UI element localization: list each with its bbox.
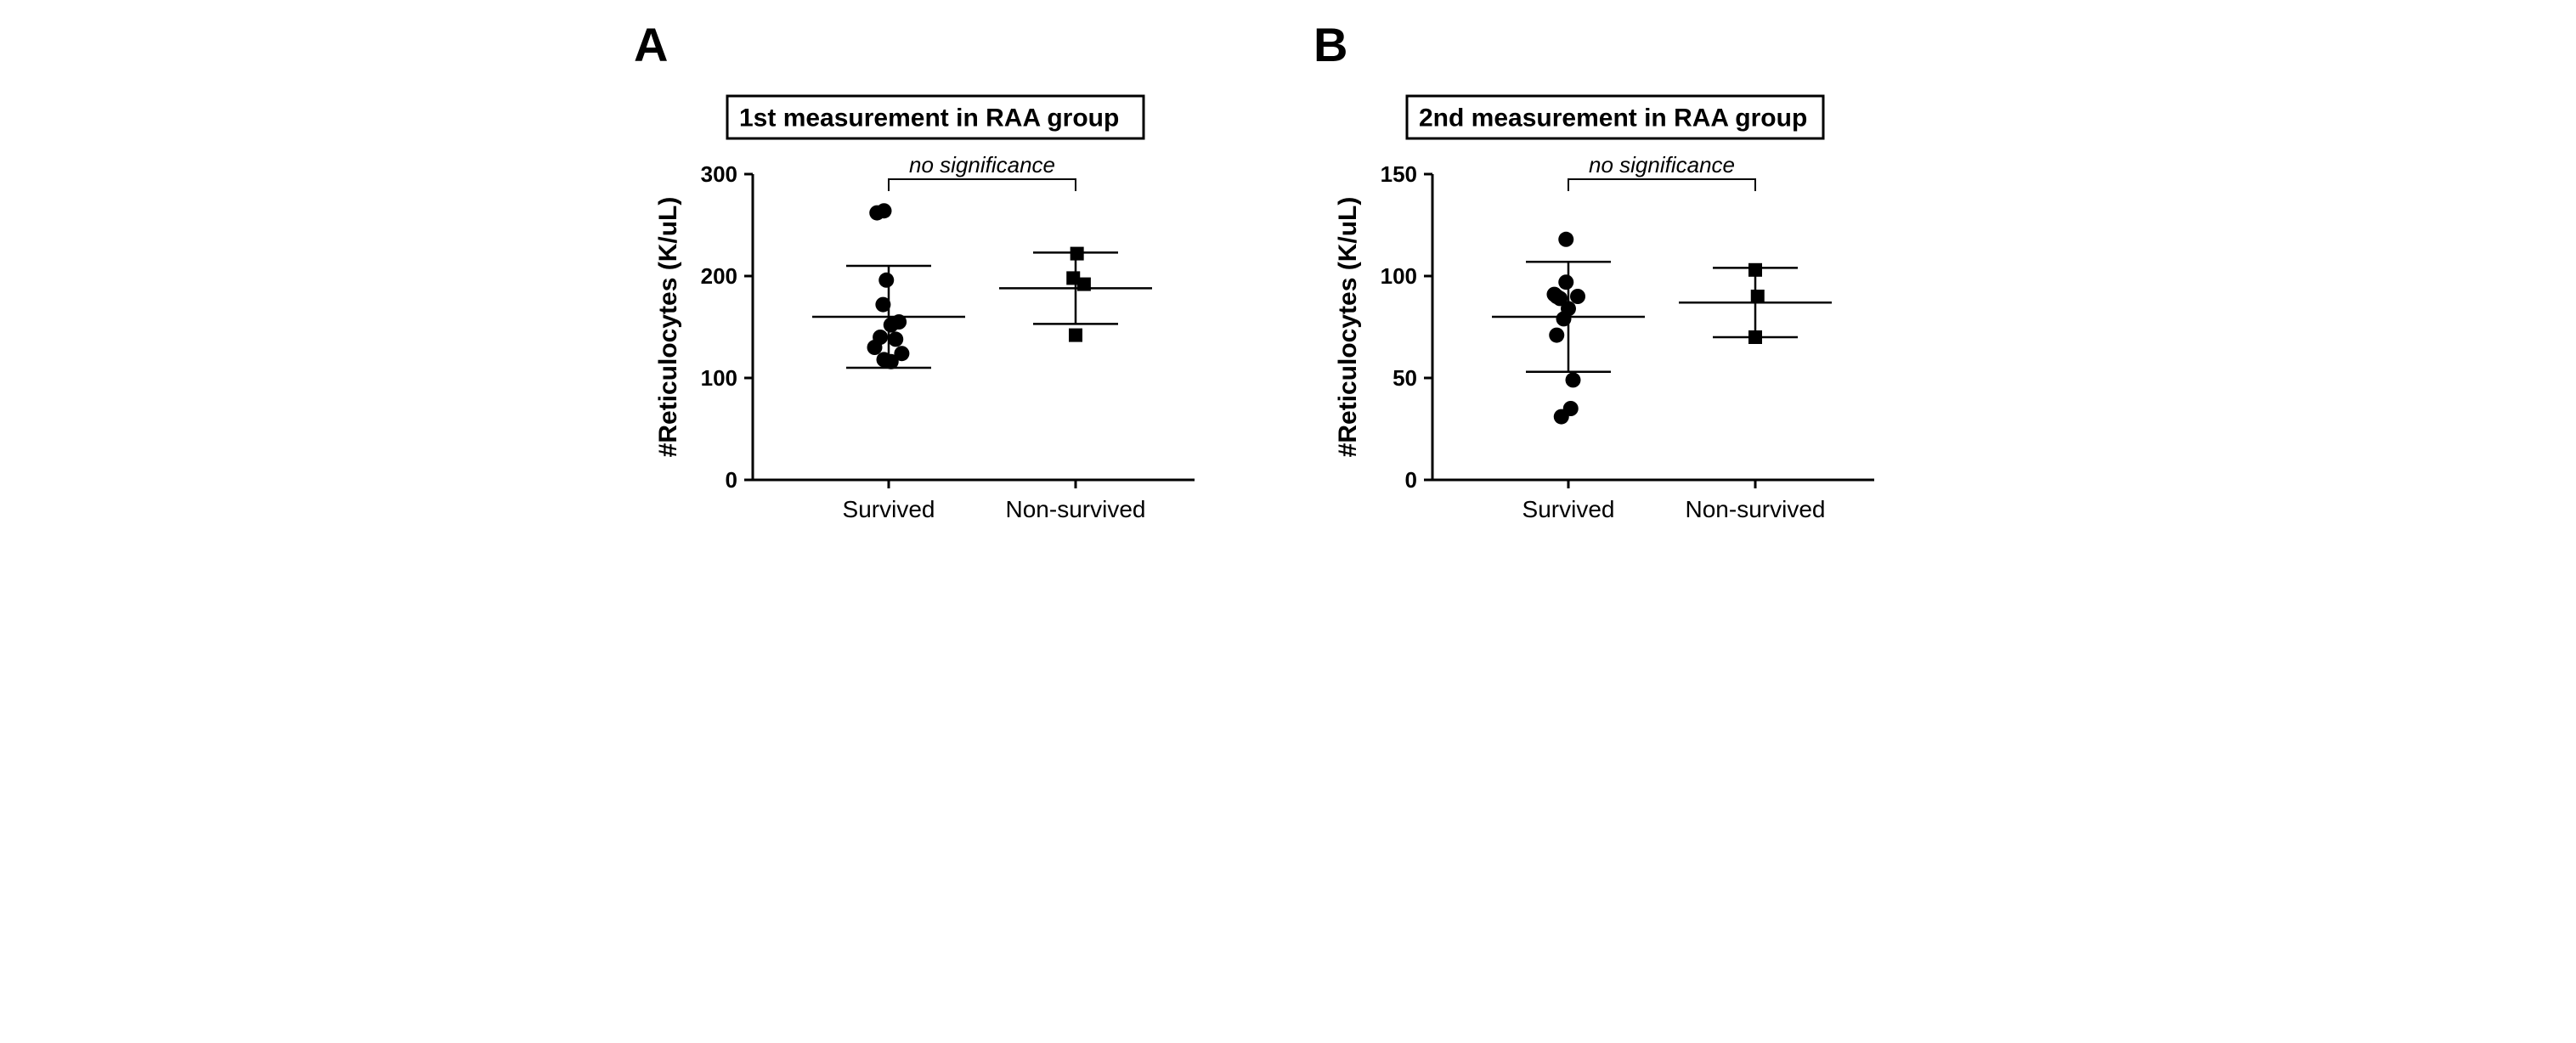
svg-text:#Reticulocytes (K/uL): #Reticulocytes (K/uL) [654,197,682,458]
svg-text:0: 0 [726,467,737,493]
svg-text:Survived: Survived [1522,496,1615,522]
panel-letter-a: A [634,17,668,72]
panel-b: B 2nd measurement in RAA group 0 50 100 150 #… [1313,17,1942,556]
svg-text:no significance: no significance [1589,152,1735,178]
svg-text:1st measurement in RAA group: 1st measurement in RAA group [739,104,1119,132]
chart-a: 1st measurement in RAA group 0 100 200 300 #R… [634,81,1263,556]
svg-text:50: 50 [1393,365,1417,391]
panel-letter-b: B [1313,17,1347,72]
figure-row: A 1st measurement in RAA group 0 100 200 300… [17,17,2559,556]
svg-text:Non-survived: Non-survived [1686,496,1826,522]
chart-b: 2nd measurement in RAA group 0 50 100 150 #Re… [1313,81,1942,556]
svg-text:Survived: Survived [843,496,935,522]
svg-text:200: 200 [701,263,737,289]
svg-text:150: 150 [1381,161,1417,187]
svg-text:2nd measurement in RAA group: 2nd measurement in RAA group [1419,104,1807,132]
svg-text:100: 100 [701,365,737,391]
svg-text:#Reticulocytes (K/uL): #Reticulocytes (K/uL) [1334,197,1362,458]
svg-text:no significance: no significance [909,152,1055,178]
svg-text:100: 100 [1381,263,1417,289]
svg-text:Non-survived: Non-survived [1006,496,1146,522]
svg-text:0: 0 [1405,467,1417,493]
panel-a: A 1st measurement in RAA group 0 100 200 300… [634,17,1263,556]
svg-text:300: 300 [701,161,737,187]
